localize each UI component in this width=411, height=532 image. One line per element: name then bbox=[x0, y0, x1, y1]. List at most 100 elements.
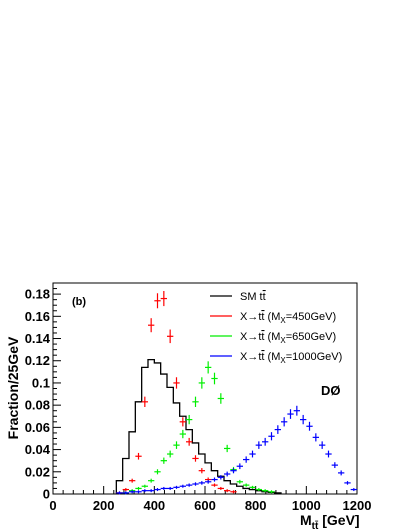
x-tick-label: 200 bbox=[93, 498, 115, 513]
y-tick-label: 0.16 bbox=[25, 309, 50, 324]
data-point bbox=[141, 396, 148, 408]
legend-label-subscript: X bbox=[280, 336, 286, 345]
data-point bbox=[192, 396, 199, 408]
data-point bbox=[154, 488, 161, 492]
legend-label-value: =650GeV) bbox=[286, 331, 336, 343]
data-point bbox=[160, 457, 167, 464]
legend: SM ttX→tt (MX=450GeV)X→tt (MX=650GeV)X→t… bbox=[210, 291, 342, 365]
data-point bbox=[148, 478, 155, 483]
data-point bbox=[236, 463, 243, 470]
y-tick-label: 0.18 bbox=[25, 287, 50, 302]
x-axis-title-subscript: tt̄ bbox=[312, 520, 319, 532]
data-point bbox=[319, 441, 326, 449]
legend-entry: X→tt (MX=650GeV) bbox=[210, 331, 336, 345]
y-tick-label: 0.1 bbox=[32, 375, 50, 390]
data-point bbox=[129, 478, 136, 483]
data-point bbox=[281, 417, 288, 427]
data-point bbox=[116, 491, 123, 495]
data-point bbox=[249, 485, 256, 489]
legend-label-prefix: SM t bbox=[240, 291, 263, 303]
data-point bbox=[338, 470, 345, 476]
x-tick-label: 1000 bbox=[292, 498, 321, 513]
legend-label-prefix: X→t bbox=[240, 351, 261, 363]
data-point bbox=[287, 409, 294, 419]
legend-label-prefix: X→t bbox=[240, 331, 261, 343]
data-point bbox=[192, 482, 199, 486]
data-point bbox=[173, 441, 180, 449]
data-point bbox=[148, 318, 155, 333]
legend-label: X→tt (MX=650GeV) bbox=[240, 331, 336, 345]
data-point bbox=[211, 483, 218, 487]
experiment-label: DØ bbox=[321, 383, 341, 398]
legend-label-value: =1000GeV) bbox=[286, 351, 343, 363]
legend-label-value: =450GeV) bbox=[286, 311, 336, 323]
data-point bbox=[236, 479, 243, 484]
legend-label-mass: (M bbox=[264, 331, 280, 343]
data-point bbox=[148, 489, 155, 493]
sm-histogram-line bbox=[115, 358, 282, 494]
data-point bbox=[211, 477, 218, 482]
data-point bbox=[154, 469, 161, 475]
data-point bbox=[230, 468, 237, 474]
legend-entry: X→tt (MX=450GeV) bbox=[210, 311, 336, 325]
data-point bbox=[243, 456, 250, 463]
data-point bbox=[325, 450, 332, 458]
data-point bbox=[192, 455, 199, 462]
data-point bbox=[211, 372, 218, 385]
data-point bbox=[306, 421, 313, 431]
data-point bbox=[173, 377, 180, 389]
legend-label-tbar: t bbox=[263, 291, 266, 303]
legend-label-tbar: t bbox=[261, 351, 264, 363]
y-tick-label: 0.04 bbox=[25, 442, 51, 457]
data-point bbox=[135, 486, 142, 490]
x-tick-label: 400 bbox=[143, 498, 165, 513]
data-point bbox=[179, 429, 186, 439]
x-tick-label: 1200 bbox=[343, 498, 372, 513]
data-point bbox=[293, 405, 300, 416]
x-axis-title-main: M bbox=[300, 512, 312, 528]
data-point bbox=[129, 490, 136, 494]
data-point bbox=[300, 414, 307, 425]
y-tick-label: 0.02 bbox=[25, 464, 50, 479]
axes: 0 200 400 600 800 1000 1200 0 0.02 0.04 0.06 0.08 0.… bbox=[25, 282, 372, 513]
legend-label-mass: (M bbox=[264, 311, 280, 323]
x-axis-title: Mtt̄ [GeV] bbox=[300, 512, 360, 532]
data-point bbox=[198, 468, 205, 474]
data-point bbox=[230, 490, 237, 494]
series-points-group bbox=[122, 361, 275, 495]
data-point bbox=[198, 481, 205, 485]
data-point bbox=[224, 471, 231, 477]
data-point bbox=[350, 488, 357, 492]
data-point bbox=[255, 441, 262, 449]
x-axis-title-unit: [GeV] bbox=[318, 512, 359, 528]
data-point bbox=[179, 417, 186, 427]
data-point bbox=[268, 432, 275, 441]
legend-label-prefix: X→t bbox=[240, 311, 261, 323]
legend-label-tbar: t bbox=[261, 331, 264, 343]
data-point bbox=[160, 290, 167, 307]
data-point bbox=[205, 479, 212, 484]
series-points-group bbox=[116, 290, 237, 495]
x-tick-label: 600 bbox=[194, 498, 216, 513]
data-point bbox=[135, 490, 142, 494]
data-point bbox=[268, 490, 275, 494]
legend-entry: X→tt (MX=1000GeV) bbox=[210, 351, 342, 365]
series-points-group bbox=[116, 405, 357, 495]
legend-label-mass: (M bbox=[264, 351, 280, 363]
data-point bbox=[198, 377, 205, 389]
data-point bbox=[205, 361, 212, 374]
data-point bbox=[344, 481, 351, 485]
legend-entry: SM tt bbox=[210, 291, 266, 303]
data-point bbox=[255, 488, 262, 492]
data-point bbox=[217, 475, 224, 480]
data-point bbox=[262, 437, 269, 446]
data-point bbox=[160, 486, 167, 490]
y-tick-label: 0.14 bbox=[25, 331, 51, 346]
data-point bbox=[186, 414, 193, 425]
y-tick-label: 0.08 bbox=[25, 398, 50, 413]
data-point bbox=[217, 486, 224, 490]
legend-label-subscript: X bbox=[280, 316, 286, 325]
panel-label: (b) bbox=[72, 296, 86, 308]
legend-label: SM tt bbox=[240, 291, 266, 303]
